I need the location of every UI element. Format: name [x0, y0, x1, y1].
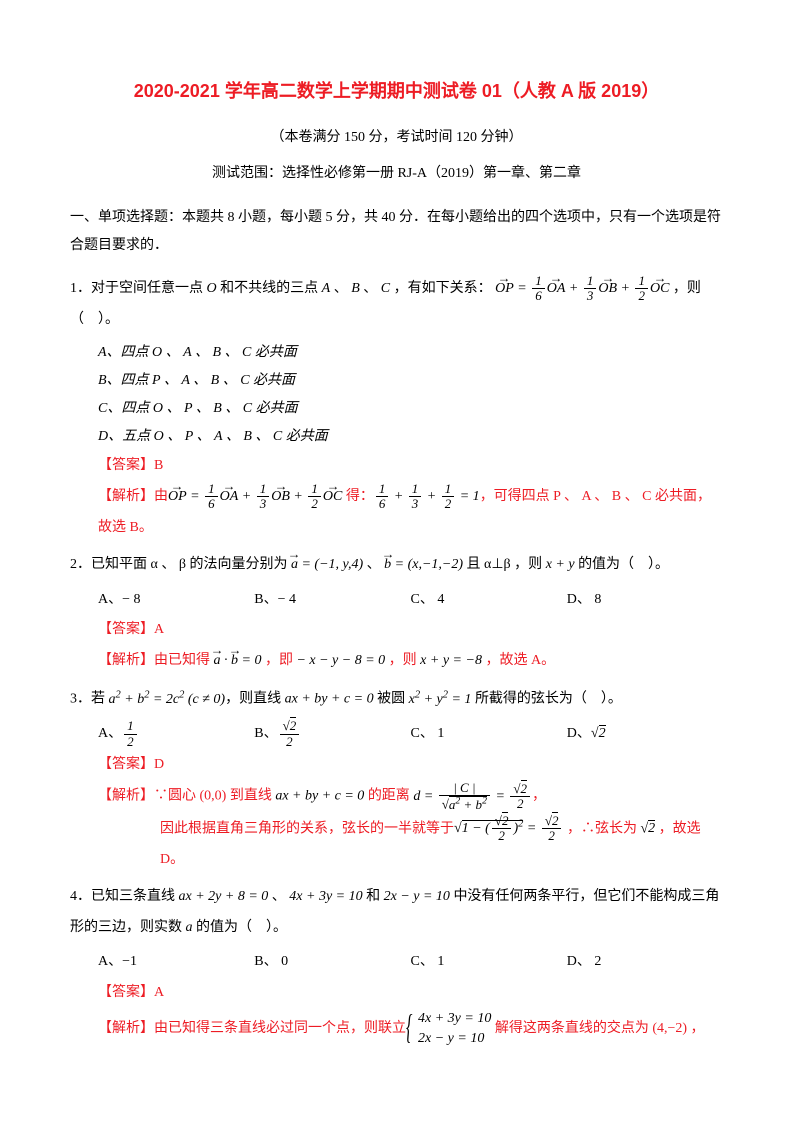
q4-analysis: 【解析】由已知得三条直线必过同一个点，则联立4x + 3y = 102x − y…: [70, 1009, 723, 1048]
q3-a1: 【解析】∵圆心 (0,0) 到直线: [98, 789, 275, 804]
q2-an-4: ，故选 A。: [482, 653, 555, 668]
q2-stem: 2．已知平面 α 、 β 的法向量分别为 a = (−1, y,4) 、 b =…: [70, 550, 723, 581]
q1-optD: D、五点 O 、 P 、 A 、 B 、 C 必共面: [98, 423, 723, 451]
q3-answer: 【答案】D: [70, 750, 723, 781]
q4-answer: 【答案】A: [70, 978, 723, 1009]
q1-options: A、四点 O 、 A 、 B 、 C 必共面 B、四点 P 、 A 、 B 、 …: [70, 339, 723, 451]
q4-s1: 4．已知三条直线: [70, 889, 179, 904]
q1-stem-prefix: 1．对于空间任意一点: [70, 281, 207, 296]
q4-options: A、−1 B、 0 C、 1 D、 2: [70, 947, 723, 978]
q2-answer: 【答案】A: [70, 615, 723, 646]
q1-stem: 1．对于空间任意一点 O 和不共线的三点 A 、 B 、 C ，有如下关系： O…: [70, 274, 723, 336]
q3-optA: A、12: [98, 719, 254, 750]
question-4: 4．已知三条直线 ax + 2y + 8 = 0 、 4x + 3y = 10 …: [70, 882, 723, 1048]
section-intro: 一、单项选择题：本题共 8 小题，每小题 5 分，共 40 分．在每小题给出的四…: [70, 204, 723, 260]
q1-optA: A、四点 O 、 A 、 B 、 C 必共面: [98, 339, 723, 367]
q4-optD: D、 2: [567, 947, 723, 978]
q1-answer: 【答案】B: [70, 451, 723, 482]
q4-optA: A、−1: [98, 947, 254, 978]
q2-stem-3: 的值为（ ）。: [575, 557, 670, 572]
exam-title: 2020-2021 学年高二数学上学期期中测试卷 01（人教 A 版 2019）: [70, 75, 723, 107]
q2-optA: A、− 8: [98, 585, 254, 616]
q1-stem-mid2: ，有如下关系：: [390, 281, 492, 296]
q3-stem: 3．若 a2 + b2 = 2c2 (c ≠ 0)，则直线 ax + by + …: [70, 683, 723, 715]
q2-an-1: 【解析】由已知得: [98, 653, 210, 668]
q1-an-mid: 得：: [342, 489, 374, 504]
q2-an-2: ，即: [265, 653, 297, 668]
q1-analysis: 【解析】由OP = 16OA + 13OB + 12OC 得：16 + 13 +…: [70, 482, 723, 544]
q3-options: A、12 B、√22 C、 1 D、√2: [70, 719, 723, 750]
q3-a4: 因此根据直角三角形的关系，弦长的一半就等于: [160, 821, 454, 836]
q3-optB: B、√22: [254, 719, 410, 750]
q3-a5: ，∴弦长为: [563, 821, 637, 836]
q4-a1: 【解析】由已知得三条直线必过同一个点，则联立: [98, 1021, 406, 1036]
q3-optD: D、√2: [567, 719, 723, 750]
question-3: 3．若 a2 + b2 = 2c2 (c ≠ 0)，则直线 ax + by + …: [70, 683, 723, 876]
q2-optC: C、 4: [411, 585, 567, 616]
question-1: 1．对于空间任意一点 O 和不共线的三点 A 、 B 、 C ，有如下关系： O…: [70, 274, 723, 544]
q4-optC: C、 1: [411, 947, 567, 978]
question-2: 2．已知平面 α 、 β 的法向量分别为 a = (−1, y,4) 、 b =…: [70, 550, 723, 677]
q3-s4: 所截得的弦长为（ ）。: [471, 692, 622, 707]
q4-s2: 、: [268, 889, 289, 904]
q3-s1: 3．若: [70, 692, 109, 707]
q3-analysis-2: 因此根据直角三角形的关系，弦长的一半就等于√1 − (√22)2 = √22 ，…: [70, 813, 723, 876]
q3-s3: 被圆: [374, 692, 409, 707]
exam-subtitle: （本卷满分 150 分，考试时间 120 分钟）: [70, 125, 723, 150]
q3-a2: 的距离: [364, 789, 413, 804]
q2-stem-1: 2．已知平面 α 、 β 的法向量分别为: [70, 557, 287, 572]
q1-optB: B、四点 P 、 A 、 B 、 C 必共面: [98, 367, 723, 395]
q2-optD: D、 8: [567, 585, 723, 616]
q3-analysis-1: 【解析】∵圆心 (0,0) 到直线 ax + by + c = 0 的距离 d …: [70, 781, 723, 812]
q1-stem-mid1: 和不共线的三点: [217, 281, 322, 296]
q1-an-prefix: 【解析】由: [98, 489, 168, 504]
q2-an-3: ，则: [385, 653, 420, 668]
q3-a3: ，: [532, 789, 546, 804]
q2-optB: B、− 4: [254, 585, 410, 616]
q4-s5: 的值为（ ）。: [193, 920, 288, 935]
q2-analysis: 【解析】由已知得 a · b = 0 ，即 − x − y − 8 = 0 ，则…: [70, 646, 723, 677]
q4-optB: B、 0: [254, 947, 410, 978]
q4-s3: 和: [363, 889, 384, 904]
q3-optC: C、 1: [411, 719, 567, 750]
q2-stem-2: 且 α⊥β ，则: [467, 557, 546, 572]
q4-stem: 4．已知三条直线 ax + 2y + 8 = 0 、 4x + 3y = 10 …: [70, 882, 723, 944]
q2-options: A、− 8 B、− 4 C、 4 D、 8: [70, 585, 723, 616]
exam-scope: 测试范围：选择性必修第一册 RJ-A（2019）第一章、第二章: [70, 161, 723, 186]
q1-optC: C、四点 O 、 P 、 B 、 C 必共面: [98, 395, 723, 423]
q4-a2: 解得这两条直线的交点为 (4,−2) ，: [491, 1021, 704, 1036]
q3-s2: ，则直线: [225, 692, 285, 707]
